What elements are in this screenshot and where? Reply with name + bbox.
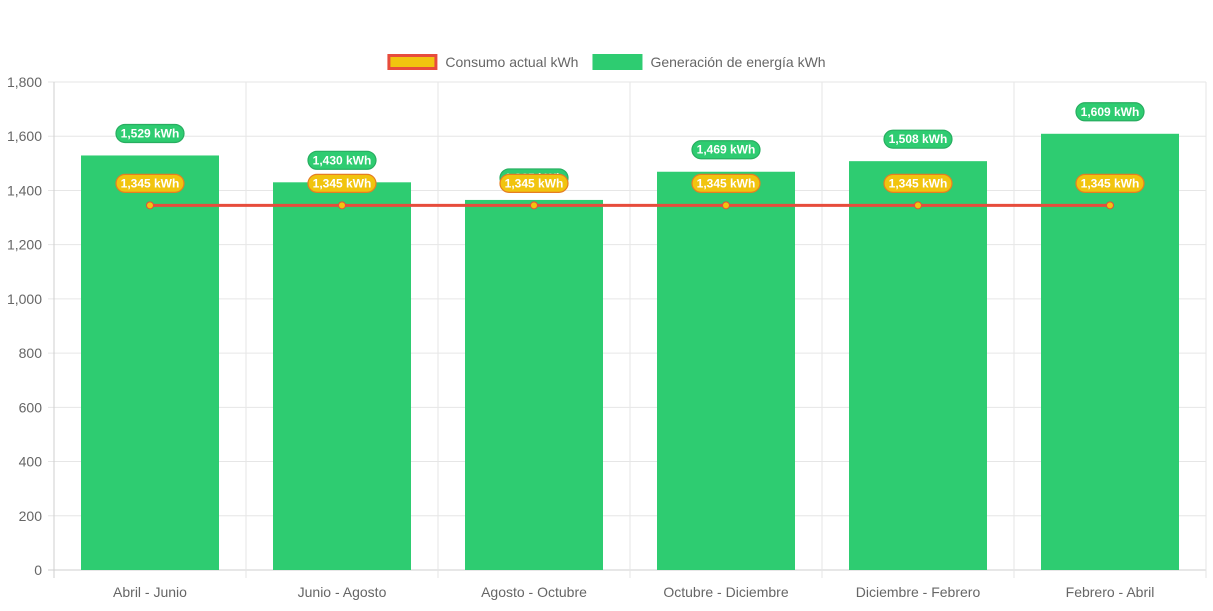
bar-data-label-text: 1,529 kWh	[121, 126, 180, 140]
legend[interactable]: Consumo actual kWh Generación de energía …	[387, 54, 826, 70]
line-data-label: 1,345 kWh	[115, 173, 185, 193]
line-data-label: 1,345 kWh	[307, 173, 377, 193]
bars	[81, 133, 1179, 571]
line-data-label-bg	[115, 173, 185, 193]
line-point[interactable]	[530, 201, 538, 210]
grid	[48, 81, 1207, 578]
bar[interactable]	[849, 161, 987, 571]
line-data-label-bg	[883, 173, 953, 193]
x-tick-label: Abril - Junio	[113, 584, 187, 600]
bar-data-label-text: 1,469 kWh	[697, 143, 756, 157]
y-tick-label: 0	[34, 562, 42, 578]
legend-item[interactable]: Consumo actual kWh	[387, 54, 579, 70]
line-data-label: 1,345 kWh	[883, 173, 953, 193]
line-series	[146, 201, 1114, 210]
line-data-label-text: 1,345 kWh	[313, 176, 372, 190]
line-point[interactable]	[146, 201, 154, 210]
y-tick-label: 1,800	[7, 74, 42, 90]
bar-data-label-bg	[691, 140, 761, 160]
y-tick-label: 1,400	[7, 182, 42, 198]
y-tick-label: 1,000	[7, 291, 42, 307]
axes: 0 200 400 600 800 1,000 1,200 1,400 1,600 1,800 Ab…	[7, 74, 1154, 600]
line-data-label-text: 1,345 kWh	[505, 176, 564, 190]
line-data-label-bg	[1075, 173, 1145, 193]
line-point[interactable]	[338, 201, 346, 210]
line-data-label: 1,345 kWh	[1075, 173, 1145, 193]
legend-item[interactable]: Generación de energía kWh	[592, 54, 826, 70]
legend-label: Generación de energía kWh	[650, 54, 825, 70]
bar-data-label: 1,508 kWh	[883, 129, 953, 149]
line-data-label-bg	[691, 173, 761, 193]
bar-data-label-text: 1,430 kWh	[313, 153, 372, 167]
x-tick-label: Febrero - Abril	[1066, 584, 1155, 600]
y-tick-label: 1,600	[7, 128, 42, 144]
line-data-label-text: 1,345 kWh	[889, 176, 948, 190]
line-data-label-text: 1,345 kWh	[1081, 176, 1140, 190]
line-point[interactable]	[1106, 201, 1114, 210]
bar[interactable]	[273, 182, 411, 571]
bar-data-label-text: 1,609 kWh	[1081, 105, 1140, 119]
x-tick-label: Octubre - Diciembre	[663, 584, 788, 600]
line-point[interactable]	[722, 201, 730, 210]
x-tick-label: Agosto - Octubre	[481, 584, 587, 600]
line-data-label: 1,345 kWh	[499, 173, 569, 193]
y-tick-label: 400	[19, 454, 43, 470]
x-tick-label: Junio - Agosto	[298, 584, 387, 600]
y-tick-label: 200	[19, 508, 43, 524]
bar-data-label-bg	[883, 129, 953, 149]
bar-data-label: 1,529 kWh	[115, 123, 185, 144]
bar[interactable]	[81, 155, 219, 570]
bar-data-label-bg	[307, 150, 377, 170]
bar-data-label: 1,609 kWh	[1075, 102, 1145, 122]
bar[interactable]	[1041, 133, 1179, 570]
line-data-label-bg	[307, 173, 377, 193]
legend-label: Consumo actual kWh	[445, 54, 578, 70]
line-data-label: 1,345 kWh	[691, 173, 761, 193]
bar-data-label-bg	[115, 123, 185, 144]
line-data-label-text: 1,345 kWh	[697, 176, 756, 190]
bar[interactable]	[465, 199, 603, 570]
bar[interactable]	[657, 171, 795, 570]
line-data-label-text: 1,345 kWh	[121, 176, 180, 190]
legend-swatch	[387, 54, 438, 70]
y-tick-label: 800	[19, 345, 43, 361]
bar-data-label-text: 1,508 kWh	[889, 132, 948, 146]
x-tick-label: Diciembre - Febrero	[856, 584, 981, 600]
bar-data-label: 1,469 kWh	[691, 140, 761, 160]
line-data-label-bg	[499, 173, 569, 193]
bar-data-label-bg	[1075, 102, 1145, 122]
bar-data-label: 1,430 kWh	[307, 150, 377, 170]
y-tick-label: 1,200	[7, 237, 42, 253]
legend-swatch	[592, 54, 643, 70]
line-point[interactable]	[914, 201, 922, 210]
y-tick-label: 600	[19, 399, 43, 415]
